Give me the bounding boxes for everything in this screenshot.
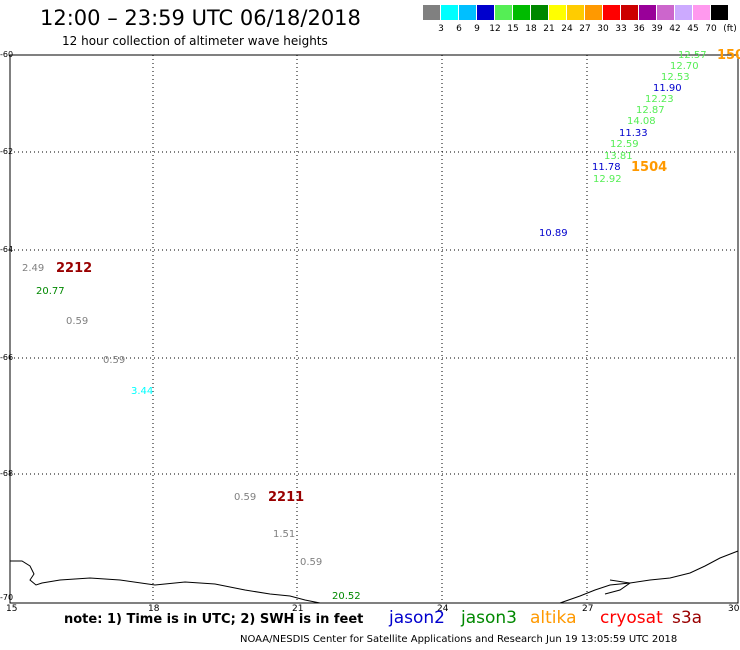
legend-swatch <box>711 5 728 20</box>
wave-height-label: 0.59 <box>234 492 257 503</box>
legend-bin-label: 21 <box>543 24 555 34</box>
legend-bin-label: 33 <box>615 24 627 34</box>
legend-swatch <box>549 5 566 20</box>
antarctica-coastline-east <box>559 550 739 604</box>
pass-id-label: 1504 <box>631 160 668 175</box>
legend-unit-label: (ft) <box>723 24 737 34</box>
legend-bin-label: 42 <box>669 24 681 34</box>
pass-id-label: 150 <box>717 48 740 63</box>
legend-swatch <box>423 5 440 20</box>
x-tick-label: 24 <box>437 604 449 614</box>
legend-bin-label: 9 <box>474 24 480 34</box>
legend-bin-label: 39 <box>651 24 663 34</box>
legend-bin-label: 12 <box>489 24 501 34</box>
y-tick-label: -60 <box>0 50 14 59</box>
y-tick-label: -66 <box>0 353 14 362</box>
legend-bin-label: 6 <box>456 24 462 34</box>
y-tick-label: -70 <box>0 593 14 602</box>
legend-swatch <box>459 5 476 20</box>
wave-height-label: 3.44 <box>131 386 154 397</box>
wave-height-label: 12.59 <box>610 139 639 150</box>
satellite-label-jason3: jason3 <box>461 608 517 628</box>
x-tick-label: 21 <box>292 604 304 614</box>
y-tick-label: -62 <box>0 147 14 156</box>
pass-id-label: 2211 <box>268 490 305 505</box>
wave-height-label: 11.33 <box>619 128 648 139</box>
legend-swatch <box>495 5 512 20</box>
satellite-label-jason2: jason2 <box>389 608 445 628</box>
wave-height-label: 12.92 <box>593 174 622 185</box>
satellite-label-s3a: s3a <box>672 608 703 628</box>
legend-swatch <box>621 5 638 20</box>
wave-height-label: 12.57 <box>678 50 707 61</box>
map-title: 12:00 – 23:59 UTC 06/18/2018 <box>40 6 361 30</box>
legend-bin-label: 45 <box>687 24 699 34</box>
map-subtitle: 12 hour collection of altimeter wave hei… <box>62 34 328 48</box>
wave-height-label: 11.78 <box>592 162 621 173</box>
legend-swatch <box>441 5 458 20</box>
wave-height-label: 0.59 <box>103 355 126 366</box>
legend-bin-label: 18 <box>525 24 537 34</box>
wave-height-label: 10.89 <box>539 228 568 239</box>
wave-height-label: 20.77 <box>36 286 65 297</box>
antarctica-coastline-west <box>10 560 321 604</box>
wave-height-label: 1.51 <box>273 529 296 540</box>
x-tick-label: 15 <box>6 604 18 614</box>
legend-swatch <box>639 5 656 20</box>
legend-bin-label: 3 <box>438 24 444 34</box>
wave-height-label: 13.81 <box>604 151 633 162</box>
y-tick-label: -64 <box>0 245 14 254</box>
wave-height-label: 11.90 <box>653 83 682 94</box>
footer-credit: NOAA/NESDIS Center for Satellite Applica… <box>240 634 678 645</box>
coastline-fragment <box>604 579 632 595</box>
y-tick-label: -68 <box>0 469 14 478</box>
legend-swatch <box>567 5 584 20</box>
legend-swatch <box>657 5 674 20</box>
wave-height-label: 0.59 <box>66 316 89 327</box>
x-tick-label: 18 <box>148 604 160 614</box>
wave-height-label: 14.08 <box>627 116 656 127</box>
legend-bin-label: 30 <box>597 24 609 34</box>
x-tick-label: 27 <box>582 604 594 614</box>
legend-swatch <box>675 5 692 20</box>
legend-bin-label: 36 <box>633 24 645 34</box>
wave-height-label: 2.49 <box>22 263 45 274</box>
legend-swatch <box>513 5 530 20</box>
legend-bin-label: 70 <box>705 24 717 34</box>
wave-height-label: 12.87 <box>636 105 665 116</box>
legend-bin-label: 24 <box>561 24 573 34</box>
note-text: note: 1) Time is in UTC; 2) SWH is in fe… <box>64 612 364 627</box>
legend-bin-label: 15 <box>507 24 519 34</box>
legend-bin-label: 27 <box>579 24 591 34</box>
pass-id-label: 2212 <box>56 261 93 276</box>
wave-height-label: 12.70 <box>670 61 699 72</box>
wave-height-label: 0.59 <box>300 557 323 568</box>
satellite-label-cryosat: cryosat <box>600 608 663 628</box>
legend-swatch <box>693 5 710 20</box>
wave-height-label: 20.52 <box>332 591 361 602</box>
plot-frame <box>9 54 739 604</box>
x-tick-label: 30 <box>728 604 740 614</box>
wave-height-label: 12.23 <box>645 94 674 105</box>
legend-swatch <box>603 5 620 20</box>
satellite-label-altika: altika <box>530 608 577 628</box>
legend-swatch <box>477 5 494 20</box>
legend-swatch <box>585 5 602 20</box>
wave-height-label: 12.53 <box>661 72 690 83</box>
legend-swatch <box>531 5 548 20</box>
